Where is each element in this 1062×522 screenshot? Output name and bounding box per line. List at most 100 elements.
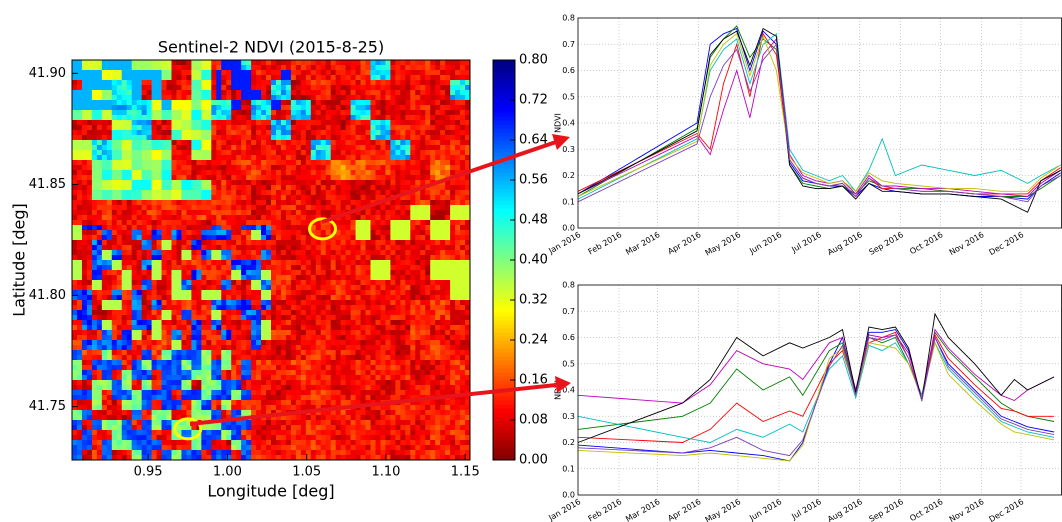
map-pixel bbox=[335, 165, 342, 171]
map-pixel bbox=[415, 65, 421, 71]
map-pixel bbox=[435, 165, 441, 171]
map-pixel bbox=[320, 210, 327, 216]
map-pixel bbox=[430, 220, 436, 226]
map-pixel bbox=[400, 220, 406, 226]
map-pixel bbox=[256, 135, 262, 141]
map-pixel bbox=[415, 285, 421, 291]
map-pixel bbox=[116, 135, 123, 141]
map-pixel bbox=[111, 135, 118, 141]
map-pixel bbox=[111, 245, 118, 251]
map-pixel bbox=[236, 225, 242, 231]
map-pixel bbox=[395, 110, 401, 116]
map-pixel bbox=[335, 60, 342, 66]
map-pixel bbox=[445, 345, 451, 351]
map-pixel bbox=[325, 275, 332, 281]
map-pixel bbox=[290, 365, 297, 371]
map-pixel bbox=[295, 260, 302, 266]
map-pixel bbox=[340, 250, 347, 256]
map-pixel bbox=[385, 340, 391, 346]
map-pixel bbox=[221, 85, 227, 91]
map-pixel bbox=[271, 170, 277, 176]
map-pixel bbox=[261, 140, 267, 146]
map-pixel bbox=[415, 130, 421, 136]
map-pixel bbox=[295, 280, 302, 286]
map-pixel bbox=[141, 85, 148, 91]
map-pixel bbox=[385, 170, 391, 176]
map-pixel bbox=[425, 230, 431, 236]
map-pixel bbox=[330, 360, 337, 366]
map-pixel bbox=[445, 230, 451, 236]
map-pixel bbox=[275, 220, 282, 226]
map-pixel bbox=[300, 235, 307, 241]
map-pixel bbox=[350, 105, 356, 111]
map-pixel bbox=[196, 145, 202, 151]
map-pixel bbox=[370, 240, 376, 246]
map-pixel bbox=[106, 220, 113, 226]
map-pixel bbox=[146, 355, 153, 361]
map-pixel bbox=[295, 85, 302, 91]
map-pixel bbox=[335, 130, 342, 136]
map-pixel bbox=[320, 105, 327, 111]
map-pixel bbox=[151, 70, 157, 76]
map-pixel bbox=[440, 130, 446, 136]
map-pixel bbox=[231, 255, 237, 261]
map-pixel bbox=[96, 325, 103, 331]
map-pixel bbox=[360, 305, 366, 311]
map-pixel bbox=[231, 155, 237, 161]
map-pixel bbox=[400, 80, 406, 86]
map-pixel bbox=[181, 370, 187, 376]
map-pixel bbox=[196, 60, 202, 66]
map-pixel bbox=[275, 295, 282, 301]
map-pixel bbox=[206, 215, 212, 221]
map-pixel bbox=[191, 295, 197, 301]
map-pixel bbox=[201, 100, 207, 106]
map-pixel bbox=[101, 275, 108, 281]
map-pixel bbox=[231, 270, 237, 276]
map-pixel bbox=[290, 265, 297, 271]
map-pixel bbox=[435, 360, 441, 366]
map-pixel bbox=[191, 80, 197, 86]
map-pixel bbox=[290, 335, 297, 341]
map-pixel bbox=[206, 265, 212, 271]
map-pixel bbox=[465, 270, 471, 276]
map-pixel bbox=[455, 310, 461, 316]
map-pixel bbox=[156, 170, 162, 176]
map-pixel bbox=[355, 145, 361, 151]
map-pixel bbox=[430, 345, 436, 351]
map-pixel bbox=[86, 210, 93, 216]
map-pixel bbox=[360, 185, 366, 191]
map-pixel bbox=[241, 255, 247, 261]
map-pixel bbox=[285, 225, 292, 231]
map-pixel bbox=[246, 230, 252, 236]
map-pixel bbox=[201, 335, 207, 341]
map-pixel bbox=[400, 340, 406, 346]
map-pixel bbox=[186, 245, 192, 251]
map-pixel bbox=[285, 355, 292, 361]
map-pixel bbox=[435, 90, 441, 96]
map-pixel bbox=[395, 280, 401, 286]
map-pixel bbox=[216, 240, 222, 246]
map-pixel bbox=[251, 215, 257, 221]
map-pixel bbox=[201, 130, 207, 136]
map-pixel bbox=[395, 225, 401, 231]
map-pixel bbox=[181, 180, 187, 186]
map-pixel bbox=[410, 355, 416, 361]
map-pixel bbox=[360, 105, 366, 111]
map-pixel bbox=[310, 320, 317, 326]
map-pixel bbox=[271, 325, 277, 331]
map-pixel bbox=[415, 165, 421, 171]
map-pixel bbox=[460, 310, 466, 316]
map-pixel bbox=[256, 240, 262, 246]
map-pixel bbox=[455, 165, 461, 171]
map-pixel bbox=[206, 95, 212, 101]
map-pixel bbox=[300, 130, 307, 136]
map-pixel bbox=[201, 355, 207, 361]
map-pixel bbox=[370, 60, 376, 66]
map-pixel bbox=[166, 285, 172, 291]
map-pixel bbox=[266, 130, 272, 136]
map-pixel bbox=[355, 330, 361, 336]
map-pixel bbox=[325, 175, 332, 181]
map-pixel bbox=[176, 200, 182, 206]
map-pixel bbox=[375, 340, 381, 346]
map-pixel bbox=[275, 150, 282, 156]
